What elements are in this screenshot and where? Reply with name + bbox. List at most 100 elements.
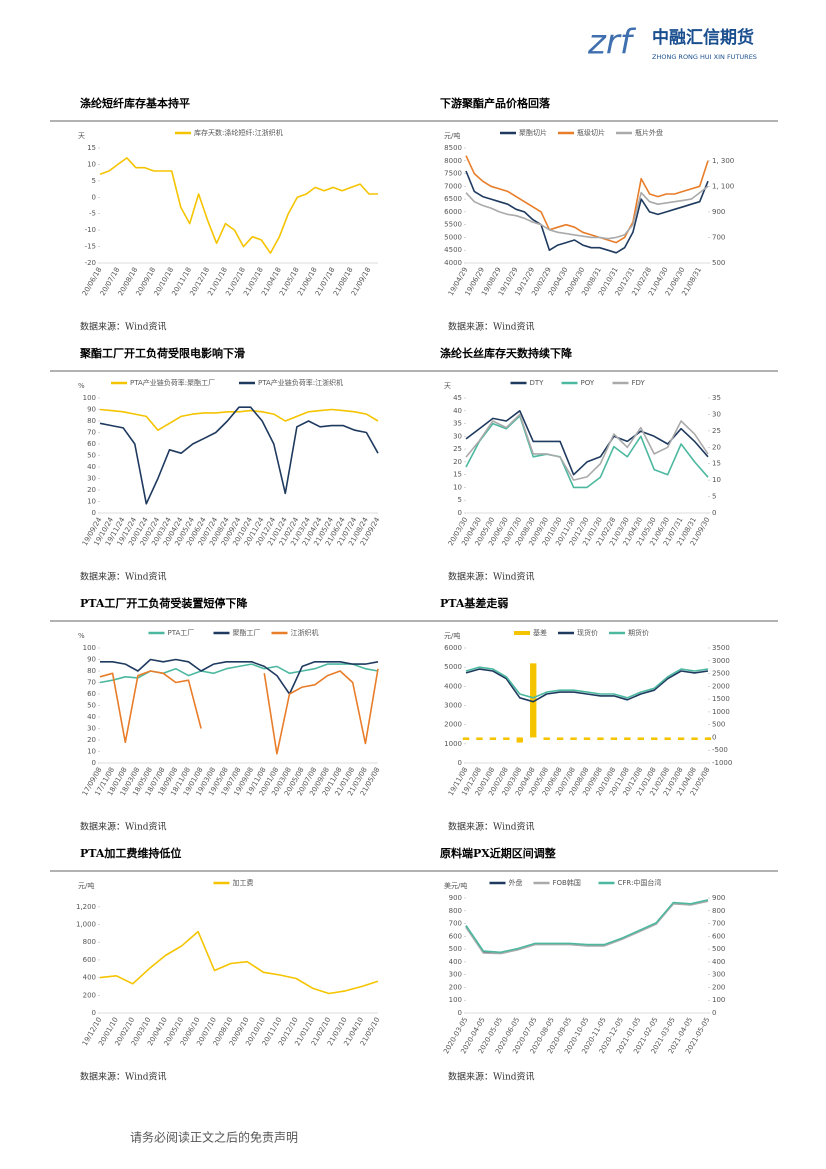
y-tick-label: -15 bbox=[85, 243, 96, 251]
y-tick-label: 1,000 bbox=[76, 921, 96, 929]
y-tick-label: 20 bbox=[87, 736, 96, 744]
y2-tick-label: 30 bbox=[712, 410, 721, 418]
legend-label: 江浙织机 bbox=[291, 628, 319, 637]
series-line bbox=[99, 668, 379, 755]
y-tick-label: 80 bbox=[87, 667, 96, 675]
y-tick-label: 100 bbox=[83, 394, 96, 402]
y-tick-label: 8000 bbox=[444, 157, 462, 165]
y-tick-label: 0 bbox=[458, 1009, 462, 1017]
y2-tick-label: 1000 bbox=[712, 708, 730, 716]
y-tick-label: 40 bbox=[87, 463, 96, 471]
y-unit: % bbox=[78, 382, 85, 390]
series-line bbox=[99, 406, 379, 505]
legend-label: 聚酯工厂 bbox=[233, 629, 261, 637]
logo-name: 中融汇信期货 bbox=[652, 27, 754, 48]
y-tick-label: -5 bbox=[89, 210, 96, 218]
legend-label: 聚酯切片 bbox=[519, 128, 547, 137]
y-tick-label: 35 bbox=[453, 420, 462, 428]
series-line bbox=[99, 930, 379, 995]
y-tick-label: -20 bbox=[85, 259, 96, 267]
source-note: 数据来源：Wind资讯 bbox=[80, 321, 167, 333]
bar bbox=[570, 737, 577, 740]
y-tick-label: 90 bbox=[87, 656, 96, 664]
y2-tick-label: 700 bbox=[712, 920, 725, 928]
y-tick-label: 20 bbox=[87, 486, 96, 494]
y-tick-label: 800 bbox=[83, 938, 96, 946]
y-tick-label: 100 bbox=[449, 996, 462, 1004]
series-line bbox=[465, 899, 709, 954]
bar bbox=[516, 737, 523, 743]
y-tick-label: 1000 bbox=[444, 740, 462, 748]
y-tick-label: 6000 bbox=[444, 644, 462, 652]
y-tick-label: 5 bbox=[92, 177, 96, 185]
y-unit: 天 bbox=[78, 132, 85, 140]
legend-label: 库存天数:涤纶短纤:江浙织机 bbox=[194, 128, 283, 137]
y2-tick-label: 500 bbox=[712, 945, 725, 953]
series-line bbox=[99, 157, 378, 254]
y2-tick-label: 2000 bbox=[712, 682, 730, 690]
bar bbox=[704, 737, 712, 740]
legend-label: DTY bbox=[530, 379, 545, 387]
bar bbox=[476, 737, 483, 740]
y2-tick-label: 900 bbox=[712, 894, 725, 902]
y-tick-label: 40 bbox=[453, 407, 462, 415]
series-line bbox=[465, 185, 709, 240]
y-tick-label: 0 bbox=[92, 509, 96, 517]
chart-title: 下游聚酯产品价格回落 bbox=[440, 96, 551, 110]
y-tick-label: 700 bbox=[449, 920, 462, 928]
y-tick-label: 70 bbox=[87, 679, 96, 687]
bar bbox=[597, 737, 604, 740]
source-note: 数据来源：Wind资讯 bbox=[448, 1071, 535, 1083]
bar bbox=[530, 663, 537, 738]
y-tick-label: 5000 bbox=[444, 663, 462, 671]
y2-tick-label: 500 bbox=[712, 259, 725, 267]
logo-sub: ZHONG RONG HUI XIN FUTURES bbox=[652, 53, 757, 61]
y-tick-label: 2000 bbox=[444, 721, 462, 729]
y2-tick-label: 15 bbox=[712, 460, 721, 468]
bar bbox=[583, 737, 591, 740]
y-tick-label: 45 bbox=[453, 394, 462, 402]
series-line bbox=[465, 900, 709, 955]
y-tick-label: 600 bbox=[449, 932, 462, 940]
y-tick-label: 60 bbox=[87, 440, 96, 448]
chart-title: 涤纶短纤库存基本持平 bbox=[80, 96, 190, 110]
y-tick-label: 25 bbox=[453, 445, 462, 453]
logo-mark: zrf bbox=[587, 23, 637, 63]
series-line bbox=[465, 666, 709, 699]
source-note: 数据来源：Wind资讯 bbox=[80, 821, 167, 833]
series-line bbox=[100, 658, 379, 695]
y-tick-label: 10 bbox=[87, 160, 96, 168]
y-tick-label: 80 bbox=[87, 417, 96, 425]
bar bbox=[691, 737, 698, 740]
y-unit: 元/吨 bbox=[444, 131, 460, 140]
y-tick-label: 5500 bbox=[444, 221, 462, 229]
y-tick-label: 50 bbox=[87, 702, 96, 710]
y2-tick-label: -1000 bbox=[712, 759, 732, 767]
y-tick-label: 400 bbox=[449, 958, 462, 966]
y-tick-label: 5 bbox=[458, 496, 462, 504]
chart-title: PTA工厂开工负荷受装置短停下降 bbox=[80, 596, 248, 610]
y-unit: 美元/吨 bbox=[444, 881, 467, 890]
y2-tick-label: 0 bbox=[712, 1009, 716, 1017]
y-tick-label: 1,200 bbox=[76, 903, 96, 911]
y-tick-label: 400 bbox=[83, 974, 96, 982]
y2-tick-label: 200 bbox=[712, 983, 725, 991]
legend-label: FDY bbox=[632, 379, 646, 387]
legend-label: PTA产业链负荷率:江浙织机 bbox=[258, 378, 343, 387]
y-tick-label: 60 bbox=[87, 690, 96, 698]
chart-title: 涤纶长丝库存天数持续下降 bbox=[440, 346, 573, 360]
y-unit: 元/吨 bbox=[444, 631, 460, 640]
source-note: 数据来源：Wind资讯 bbox=[448, 321, 535, 333]
bar bbox=[462, 737, 470, 740]
legend-label: 加工费 bbox=[233, 878, 254, 887]
y2-tick-label: 3500 bbox=[712, 644, 730, 652]
y-tick-label: 10 bbox=[87, 748, 96, 756]
y2-tick-label: 600 bbox=[712, 932, 725, 940]
legend-label: 现货价 bbox=[577, 628, 598, 637]
y-tick-label: 90 bbox=[87, 406, 96, 414]
y-tick-label: 40 bbox=[87, 713, 96, 721]
y2-tick-label: 0 bbox=[712, 509, 716, 517]
y-tick-label: 30 bbox=[453, 432, 462, 440]
y-tick-label: 15 bbox=[453, 471, 462, 479]
